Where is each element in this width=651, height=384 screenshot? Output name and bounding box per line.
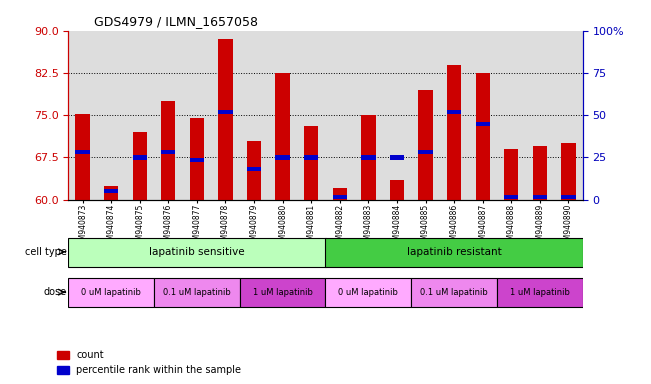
Bar xyxy=(419,150,433,154)
Bar xyxy=(361,115,376,200)
Bar xyxy=(333,189,347,200)
Bar xyxy=(383,31,411,200)
Text: 0 uM lapatinib: 0 uM lapatinib xyxy=(339,288,398,297)
Bar xyxy=(497,31,525,200)
Bar xyxy=(475,73,490,200)
Bar xyxy=(190,118,204,200)
Bar xyxy=(154,278,240,308)
Bar xyxy=(268,31,297,200)
Bar xyxy=(247,141,261,200)
Bar xyxy=(104,185,118,200)
Bar xyxy=(333,195,347,199)
Bar xyxy=(297,31,326,200)
Bar xyxy=(304,126,318,200)
Legend: count, percentile rank within the sample: count, percentile rank within the sample xyxy=(57,351,242,375)
Bar xyxy=(533,146,547,200)
Bar xyxy=(326,31,354,200)
Bar xyxy=(326,278,411,308)
Text: cell type: cell type xyxy=(25,247,67,257)
Bar xyxy=(218,39,232,200)
Bar xyxy=(240,278,326,308)
Text: GDS4979 / ILMN_1657058: GDS4979 / ILMN_1657058 xyxy=(94,15,258,28)
Bar xyxy=(497,278,583,308)
Bar xyxy=(561,195,575,199)
Text: lapatinib sensitive: lapatinib sensitive xyxy=(149,247,245,257)
Bar xyxy=(411,278,497,308)
Bar xyxy=(275,73,290,200)
Bar xyxy=(133,132,147,200)
Bar xyxy=(533,195,547,199)
Text: 0.1 uM lapatinib: 0.1 uM lapatinib xyxy=(420,288,488,297)
Bar xyxy=(247,167,261,171)
Bar xyxy=(68,238,326,267)
Bar xyxy=(97,31,126,200)
Bar xyxy=(190,158,204,162)
Bar xyxy=(218,110,232,114)
Bar xyxy=(275,155,290,160)
Bar xyxy=(447,110,461,114)
Bar xyxy=(104,189,118,194)
Bar xyxy=(561,143,575,200)
Text: lapatinib resistant: lapatinib resistant xyxy=(407,247,501,257)
Text: 0.1 uM lapatinib: 0.1 uM lapatinib xyxy=(163,288,231,297)
Bar xyxy=(447,65,461,200)
Text: 1 uM lapatinib: 1 uM lapatinib xyxy=(510,288,570,297)
Text: 0 uM lapatinib: 0 uM lapatinib xyxy=(81,288,141,297)
Bar xyxy=(504,195,518,199)
Bar xyxy=(68,278,154,308)
Bar xyxy=(504,149,518,200)
Bar xyxy=(440,31,468,200)
Bar xyxy=(354,31,383,200)
Bar xyxy=(161,150,176,154)
Bar xyxy=(419,90,433,200)
Bar xyxy=(76,114,90,200)
Bar xyxy=(411,31,440,200)
Bar xyxy=(361,155,376,160)
Bar xyxy=(326,238,583,267)
Bar xyxy=(390,155,404,160)
Bar xyxy=(154,31,183,200)
Bar xyxy=(390,180,404,200)
Bar xyxy=(304,155,318,160)
Text: dose: dose xyxy=(44,287,67,297)
Bar xyxy=(211,31,240,200)
Text: 1 uM lapatinib: 1 uM lapatinib xyxy=(253,288,312,297)
Bar xyxy=(468,31,497,200)
Bar xyxy=(126,31,154,200)
Bar xyxy=(525,31,554,200)
Bar xyxy=(161,101,176,200)
Bar xyxy=(240,31,268,200)
Bar xyxy=(76,150,90,154)
Bar xyxy=(554,31,583,200)
Bar xyxy=(133,155,147,160)
Bar xyxy=(183,31,211,200)
Bar xyxy=(475,121,490,126)
Bar xyxy=(68,31,97,200)
